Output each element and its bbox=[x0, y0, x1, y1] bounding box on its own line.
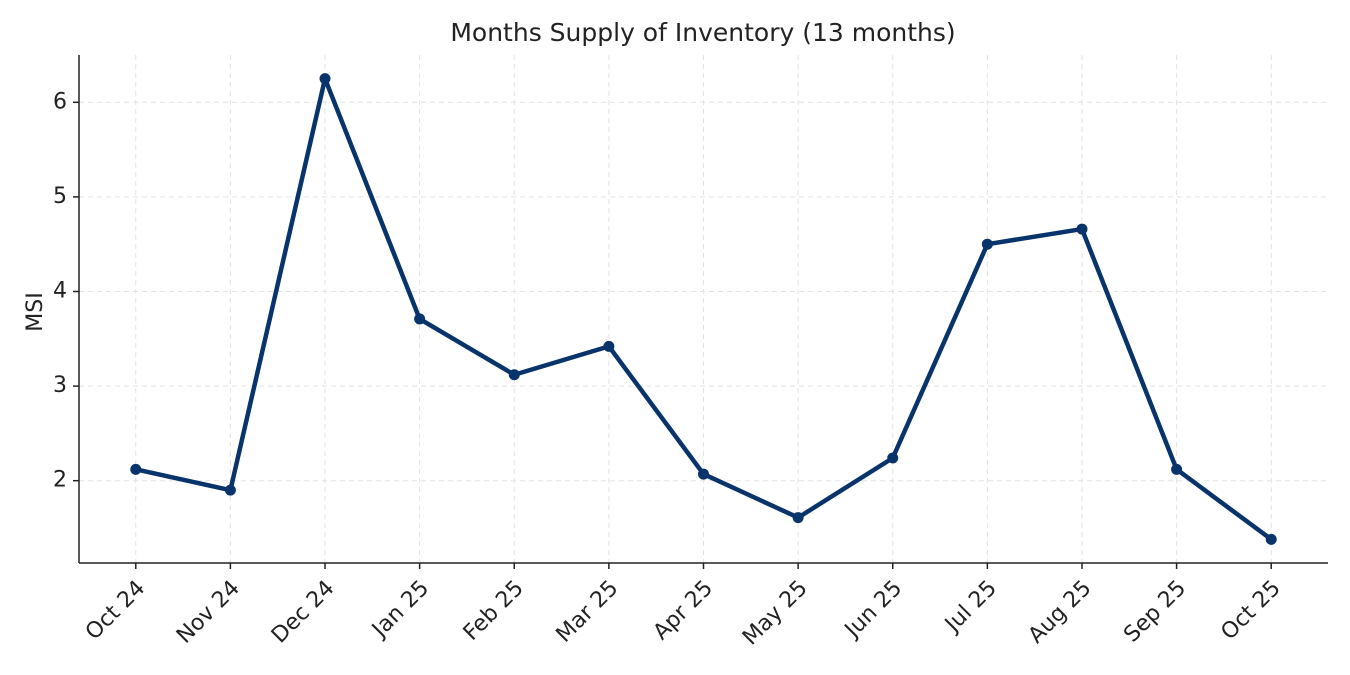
point bbox=[698, 468, 709, 480]
point bbox=[603, 340, 615, 352]
x-tick-label: Jan 25 bbox=[366, 576, 434, 644]
x-tick-label: Sep 25 bbox=[1119, 576, 1191, 648]
y-tick-label: 2 bbox=[53, 468, 67, 493]
chart-title: Months Supply of Inventory (13 months) bbox=[450, 18, 955, 47]
y-tick-label: 6 bbox=[53, 89, 67, 114]
x-tick-label: Jul 25 bbox=[939, 576, 1002, 639]
x-tick-label: Jun 25 bbox=[839, 576, 907, 644]
point bbox=[1265, 533, 1277, 545]
point bbox=[1171, 463, 1183, 475]
x-tick-label: Feb 25 bbox=[459, 576, 529, 646]
point bbox=[887, 452, 899, 464]
x-tick-label: May 25 bbox=[738, 576, 813, 651]
x-tick-label: Mar 25 bbox=[552, 576, 624, 648]
grid bbox=[79, 55, 1328, 563]
y-tick-label: 5 bbox=[53, 184, 67, 209]
point bbox=[319, 73, 331, 85]
point bbox=[224, 484, 236, 496]
x-tick-label: Apr 25 bbox=[649, 576, 718, 645]
point bbox=[508, 369, 520, 381]
x-tick-label: Dec 24 bbox=[267, 576, 340, 649]
x-tick-label: Aug 25 bbox=[1024, 576, 1097, 649]
point bbox=[981, 238, 993, 250]
point bbox=[130, 463, 142, 475]
point bbox=[1076, 223, 1088, 235]
y-tick-label: 3 bbox=[53, 373, 67, 398]
y-axis-label: MSI bbox=[23, 292, 48, 331]
point bbox=[414, 313, 426, 325]
y-tick-label: 4 bbox=[53, 278, 67, 303]
x-tick-label: Oct 24 bbox=[81, 576, 150, 645]
point bbox=[792, 512, 804, 524]
x-tick-label: Oct 25 bbox=[1216, 576, 1285, 645]
x-tick-label: Nov 24 bbox=[172, 576, 245, 649]
